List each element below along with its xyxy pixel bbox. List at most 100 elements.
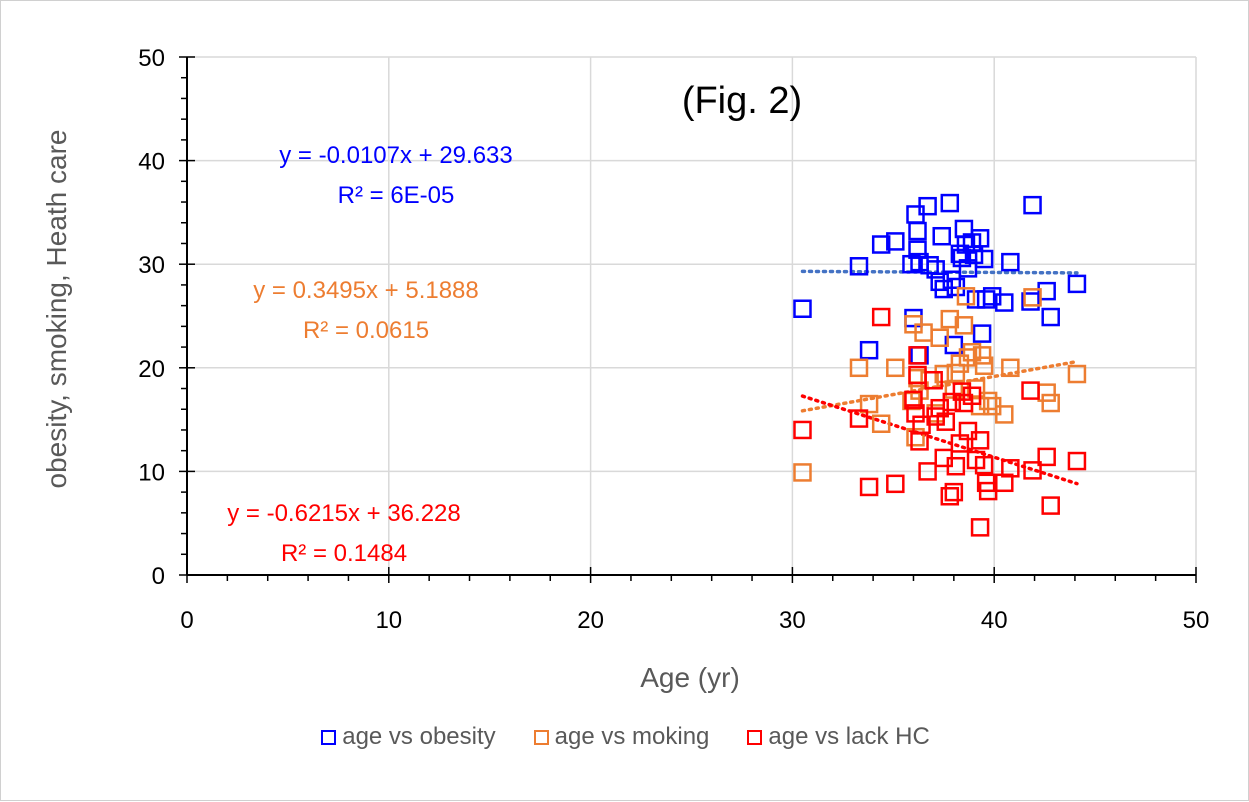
data-point-series-1 bbox=[1023, 288, 1042, 307]
smoking-r2: R² = 0.0615 bbox=[303, 317, 429, 344]
y-tick-label: 40 bbox=[138, 149, 165, 176]
trendlines bbox=[800, 269, 1079, 486]
x-tick-label: 10 bbox=[375, 607, 402, 634]
data-point-series-2 bbox=[1041, 496, 1060, 515]
data-point-series-0 bbox=[976, 290, 996, 309]
data-point-series-2 bbox=[970, 431, 990, 450]
data-point-series-0 bbox=[859, 340, 879, 360]
data-point-series-2 bbox=[906, 404, 925, 423]
legend: age vs obesity age vs moking age vs lack… bbox=[1, 723, 1249, 751]
data-point-series-0 bbox=[932, 226, 951, 246]
legend-label-lack-hc: age vs lack HC bbox=[768, 723, 930, 750]
data-point-series-2 bbox=[1001, 459, 1020, 478]
data-point-series-0 bbox=[958, 259, 978, 278]
data-point-series-1 bbox=[995, 405, 1014, 424]
data-point-series-1 bbox=[956, 287, 976, 306]
smoking-equation: y = 0.3495x + 5.1888 bbox=[253, 277, 479, 304]
data-point-series-2 bbox=[904, 390, 923, 410]
chart-title: (Fig. 2) bbox=[682, 80, 802, 122]
data-point-series-0 bbox=[946, 277, 966, 297]
data-point-series-0 bbox=[849, 257, 869, 276]
data-point-series-0 bbox=[871, 235, 891, 254]
lack-hc-r2: R² = 0.1484 bbox=[281, 540, 407, 567]
lack-hc-equation: y = -0.6215x + 36.228 bbox=[227, 500, 461, 527]
data-point-series-1 bbox=[906, 427, 925, 447]
data-point-series-0 bbox=[793, 299, 812, 318]
data-point-series-2 bbox=[793, 420, 812, 440]
data-point-series-1 bbox=[962, 343, 982, 362]
data-point-series-0 bbox=[920, 255, 939, 275]
legend-item-obesity: age vs obesity bbox=[321, 723, 496, 751]
data-point-series-0 bbox=[1001, 252, 1020, 272]
data-point-series-2 bbox=[974, 455, 994, 475]
x-axis-title: Age (yr) bbox=[640, 662, 740, 693]
data-point-series-1 bbox=[1001, 358, 1020, 378]
data-points bbox=[793, 193, 1087, 537]
data-point-series-0 bbox=[1021, 292, 1040, 311]
data-point-series-1 bbox=[972, 346, 992, 365]
legend-square-icon bbox=[747, 729, 763, 745]
data-point-series-2 bbox=[849, 409, 869, 428]
data-point-series-0 bbox=[972, 324, 992, 343]
data-point-series-2 bbox=[970, 518, 990, 537]
data-point-series-0 bbox=[952, 248, 972, 268]
legend-label-smoking: age vs moking bbox=[554, 723, 710, 750]
y-tick-label: 30 bbox=[138, 252, 165, 279]
data-point-series-2 bbox=[946, 456, 966, 476]
data-point-series-1 bbox=[930, 328, 949, 348]
data-point-series-1 bbox=[934, 364, 953, 384]
legend-square-icon bbox=[533, 729, 549, 745]
data-point-series-1 bbox=[946, 363, 966, 383]
gridlines bbox=[187, 56, 1197, 575]
data-point-series-0 bbox=[1041, 307, 1060, 327]
data-point-series-1 bbox=[1041, 393, 1060, 413]
data-point-series-2 bbox=[1037, 447, 1056, 467]
data-point-series-0 bbox=[974, 249, 994, 269]
data-point-series-2 bbox=[944, 482, 964, 502]
x-tick-label: 30 bbox=[779, 607, 806, 634]
data-point-series-0 bbox=[1037, 281, 1056, 301]
data-point-series-2 bbox=[886, 474, 905, 494]
tick-labels: 0 10 20 30 40 50 0 10 20 30 40 50 bbox=[138, 45, 1209, 634]
data-point-series-1 bbox=[886, 358, 905, 378]
data-point-series-2 bbox=[958, 421, 978, 441]
x-tick-label: 50 bbox=[1183, 607, 1210, 634]
trendline-series-2 bbox=[800, 394, 1079, 486]
obesity-r2: R² = 6E-05 bbox=[338, 182, 455, 209]
data-point-series-1 bbox=[954, 316, 974, 335]
data-point-series-2 bbox=[962, 386, 982, 406]
data-point-series-0 bbox=[995, 293, 1014, 312]
x-tick-label: 0 bbox=[180, 607, 193, 634]
legend-item-lack-hc: age vs lack HC bbox=[747, 723, 930, 751]
legend-label-obesity: age vs obesity bbox=[342, 723, 496, 750]
y-tick-label: 50 bbox=[138, 45, 165, 72]
data-point-series-0 bbox=[908, 240, 927, 259]
data-point-series-2 bbox=[942, 392, 962, 412]
data-point-series-0 bbox=[918, 196, 937, 216]
data-point-series-1 bbox=[793, 463, 812, 482]
data-point-series-1 bbox=[1037, 383, 1056, 402]
data-point-series-0 bbox=[886, 232, 905, 251]
axes bbox=[179, 56, 1197, 583]
y-axis-title: obesity, smoking, Heath care bbox=[41, 130, 72, 489]
data-point-series-1 bbox=[859, 394, 879, 414]
y-tick-label: 20 bbox=[138, 356, 165, 383]
legend-square-icon bbox=[321, 729, 337, 745]
data-point-series-0 bbox=[982, 287, 1002, 306]
data-point-series-1 bbox=[849, 358, 869, 378]
data-point-series-2 bbox=[859, 477, 879, 497]
x-tick-label: 40 bbox=[981, 607, 1008, 634]
data-point-series-1 bbox=[940, 309, 960, 329]
data-point-series-2 bbox=[1021, 381, 1040, 400]
legend-item-smoking: age vs moking bbox=[533, 723, 710, 751]
data-point-series-2 bbox=[1067, 451, 1087, 471]
data-point-series-2 bbox=[940, 487, 960, 506]
data-point-series-2 bbox=[930, 398, 949, 418]
data-point-series-2 bbox=[924, 370, 943, 390]
data-point-series-0 bbox=[908, 221, 927, 241]
data-point-series-2 bbox=[952, 382, 972, 401]
x-tick-label: 20 bbox=[577, 607, 604, 634]
data-point-series-0 bbox=[1023, 195, 1042, 215]
